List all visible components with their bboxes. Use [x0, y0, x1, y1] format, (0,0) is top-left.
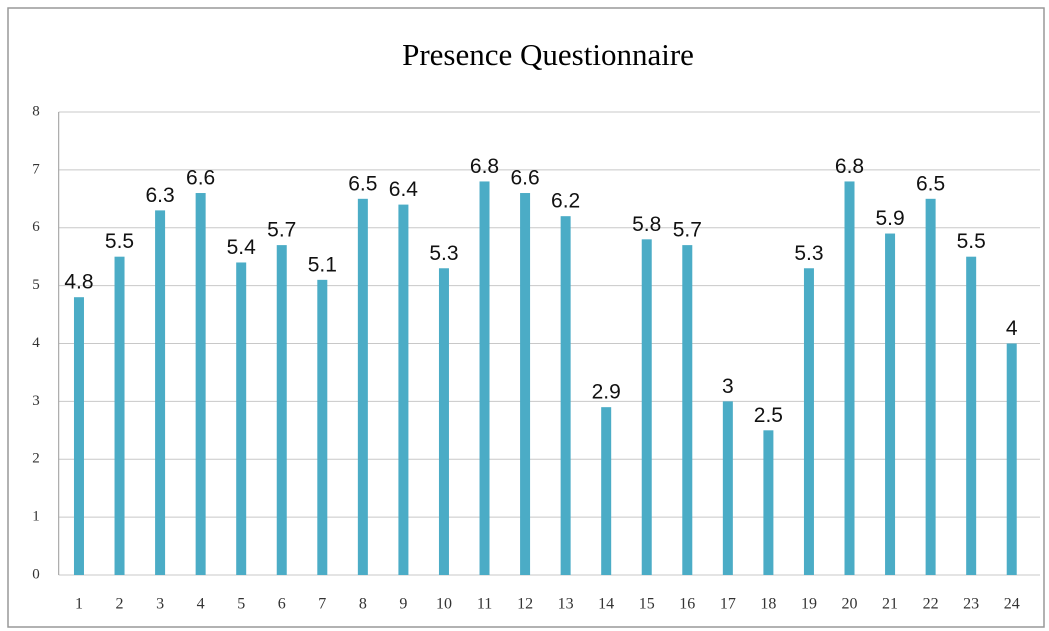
- data-label: 3: [722, 375, 734, 398]
- x-tick-label: 17: [720, 596, 736, 613]
- x-tick-label: 13: [558, 596, 574, 613]
- x-tick-label: 9: [399, 596, 407, 613]
- data-label: 6.3: [145, 184, 174, 207]
- x-tick-label: 19: [801, 596, 817, 613]
- data-label: 5.8: [632, 213, 661, 236]
- x-tick-label: 10: [436, 596, 452, 613]
- data-label: 4.8: [64, 271, 93, 294]
- data-label: 5.7: [267, 219, 296, 242]
- data-label: 6.6: [510, 167, 539, 190]
- data-label: 2.5: [754, 404, 783, 427]
- data-label: 6.6: [186, 167, 215, 190]
- x-tick-label: 1: [75, 596, 83, 613]
- data-label: 6.2: [551, 190, 580, 213]
- x-tick-label: 20: [842, 596, 858, 613]
- bar: [438, 268, 449, 575]
- x-tick-label: 7: [318, 596, 326, 613]
- bar: [73, 297, 84, 575]
- bar: [682, 245, 693, 576]
- x-tick-label: 21: [882, 596, 898, 613]
- bar: [885, 233, 896, 575]
- data-label: 6.8: [835, 155, 864, 178]
- x-tick-label: 16: [679, 596, 695, 613]
- x-tick-label: 24: [1004, 596, 1020, 613]
- bar: [560, 216, 571, 576]
- x-tick-label: 6: [278, 596, 286, 613]
- y-tick-label: 6: [32, 219, 40, 235]
- data-label: 4: [1006, 317, 1018, 340]
- data-label: 5.3: [794, 242, 823, 265]
- data-label: 5.3: [429, 242, 458, 265]
- y-tick-label: 3: [32, 393, 40, 409]
- y-tick-label: 2: [32, 451, 40, 467]
- x-tick-label: 8: [359, 596, 367, 613]
- chart-title: Presence Questionnaire: [402, 37, 694, 72]
- bar: [763, 430, 774, 575]
- bar: [357, 198, 368, 575]
- data-label: 5.4: [227, 236, 257, 259]
- bar: [601, 407, 612, 575]
- x-tick-label: 4: [197, 596, 205, 613]
- bar: [317, 279, 328, 575]
- bar: [925, 198, 936, 575]
- data-label: 5.5: [105, 230, 134, 253]
- bar: [722, 401, 733, 575]
- bar: [236, 262, 247, 575]
- bar: [641, 239, 652, 575]
- data-label: 6.5: [348, 172, 377, 195]
- x-tick-label: 3: [156, 596, 164, 613]
- bar: [276, 245, 287, 576]
- bar: [1006, 343, 1017, 575]
- data-label: 5.7: [673, 219, 702, 242]
- data-label: 5.1: [308, 253, 337, 276]
- bar: [966, 256, 977, 575]
- x-tick-label: 23: [963, 596, 979, 613]
- bar: [195, 193, 206, 575]
- bar: [155, 210, 166, 575]
- data-label: 2.9: [592, 381, 621, 404]
- x-tick-label: 11: [477, 596, 492, 613]
- y-tick-label: 0: [32, 566, 40, 582]
- bar: [803, 268, 814, 575]
- y-tick-label: 7: [32, 161, 40, 177]
- data-label: 6.8: [470, 155, 499, 178]
- bar: [479, 181, 490, 575]
- x-tick-label: 14: [598, 596, 614, 613]
- y-tick-label: 8: [32, 103, 40, 119]
- bar: [844, 181, 855, 575]
- bar: [520, 193, 531, 575]
- data-label: 6.4: [389, 178, 419, 201]
- x-tick-label: 12: [517, 596, 533, 613]
- x-tick-label: 22: [923, 596, 939, 613]
- x-tick-label: 2: [116, 596, 124, 613]
- bar: [114, 256, 125, 575]
- bar: [398, 204, 409, 575]
- x-tick-label: 15: [639, 596, 655, 613]
- x-tick-label: 5: [237, 596, 245, 613]
- data-label: 6.5: [916, 172, 945, 195]
- y-tick-label: 5: [32, 277, 40, 293]
- data-label: 5.9: [875, 207, 904, 230]
- y-tick-label: 4: [32, 335, 40, 351]
- y-tick-label: 1: [32, 509, 40, 525]
- data-label: 5.5: [957, 230, 986, 253]
- x-tick-label: 18: [760, 596, 776, 613]
